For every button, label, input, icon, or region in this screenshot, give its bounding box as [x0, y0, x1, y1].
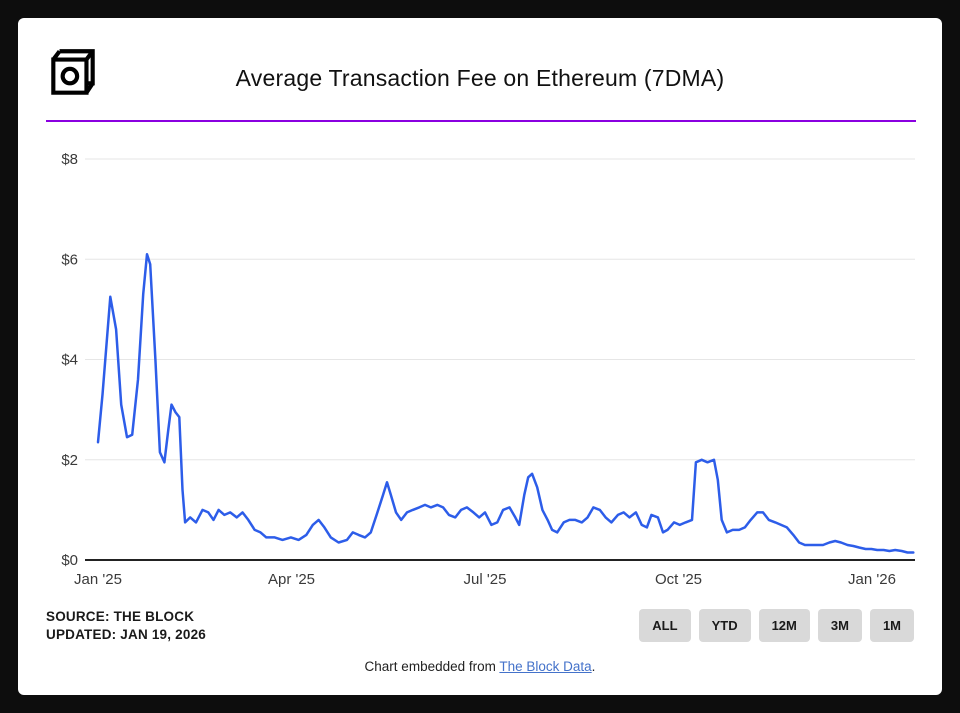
embed-footer: Chart embedded from The Block Data. [18, 659, 942, 674]
page-title: Average Transaction Fee on Ethereum (7DM… [235, 65, 725, 91]
embed-footer-text: Chart embedded from [364, 659, 500, 674]
range-button-1m[interactable]: 1M [869, 609, 914, 643]
the-block-data-link[interactable]: The Block Data [499, 659, 592, 674]
range-button-ytd[interactable]: YTD [698, 609, 751, 643]
x-tick-label: Jan '25 [74, 571, 122, 588]
embed-footer-suffix: . [591, 659, 596, 674]
range-selector: ALL YTD 12M 3M 1M [639, 609, 914, 643]
updated-label: UPDATED: JAN 19, 2026 [46, 626, 207, 642]
source-label: SOURCE: THE BLOCK [46, 609, 195, 624]
fee-line-chart: $0 $2 $4 $6 $8 Jan '25 Apr '25 Jul '25 Oct '25 Ja… [61, 151, 915, 588]
accent-divider [46, 120, 916, 122]
y-tick-label: $2 [61, 452, 78, 469]
y-tick-label: $0 [61, 552, 78, 569]
source-block: SOURCE: THE BLOCK UPDATED: JAN 19, 2026 [46, 608, 206, 643]
chart-card: Average Transaction Fee on Ethereum (7DM… [18, 18, 942, 695]
x-tick-label: Oct '25 [655, 571, 702, 588]
bottom-row: SOURCE: THE BLOCK UPDATED: JAN 19, 2026 … [46, 608, 914, 643]
x-tick-label: Apr '25 [268, 571, 315, 588]
range-button-3m[interactable]: 3M [817, 609, 862, 643]
x-tick-label: Jan '26 [848, 571, 896, 588]
range-button-all[interactable]: ALL [639, 609, 691, 643]
range-button-12m[interactable]: 12M [758, 609, 810, 643]
y-tick-label: $4 [61, 352, 78, 369]
x-tick-label: Jul '25 [464, 571, 507, 588]
y-tick-label: $8 [61, 151, 78, 168]
the-block-logo-icon[interactable] [44, 44, 102, 102]
y-tick-label: $6 [61, 251, 78, 268]
fee-line-path [96, 252, 915, 554]
